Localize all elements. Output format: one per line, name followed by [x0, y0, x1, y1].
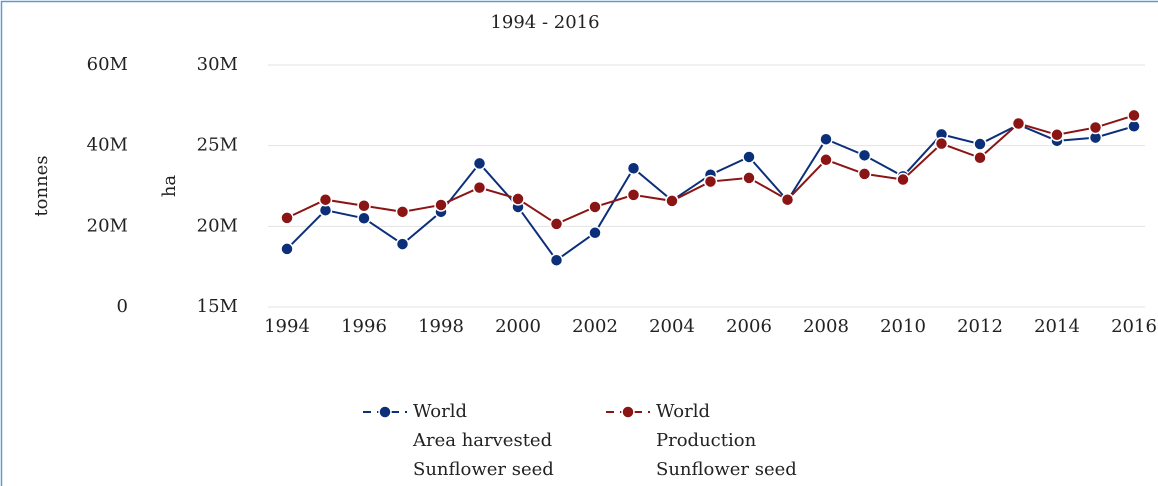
legend-marker — [378, 405, 392, 419]
data-point — [472, 180, 487, 195]
data-point — [549, 217, 564, 231]
data-point — [549, 253, 564, 267]
data-point — [1050, 128, 1064, 142]
y-axis-label: tonnes — [31, 155, 52, 216]
x-tick-label: 2010 — [880, 316, 926, 337]
x-tick-label: 2008 — [803, 316, 849, 337]
data-point — [703, 174, 718, 189]
legend-label: Sunflower seed — [413, 459, 554, 480]
data-point — [857, 148, 872, 163]
data-point — [742, 171, 756, 185]
data-point — [318, 192, 333, 207]
y2-tick-label: 30M — [197, 54, 238, 75]
legend-label: World — [656, 401, 710, 422]
data-point — [780, 192, 795, 207]
x-tick-label: 2016 — [1111, 316, 1157, 337]
data-point — [819, 153, 833, 167]
data-point — [588, 200, 602, 214]
legend-label: World — [413, 401, 467, 422]
data-point — [973, 137, 987, 151]
x-tick-label: 2002 — [572, 316, 618, 337]
data-point — [280, 211, 294, 225]
x-tick-label: 1996 — [341, 316, 387, 337]
data-point — [665, 194, 679, 208]
data-point — [434, 198, 448, 212]
data-point — [395, 205, 410, 219]
data-point — [1127, 108, 1141, 123]
data-point — [934, 136, 949, 151]
x-tick-label: 2000 — [495, 316, 541, 337]
data-point — [357, 199, 371, 213]
data-point — [1011, 116, 1026, 131]
y2-axis-label: ha — [159, 175, 180, 198]
data-point — [588, 226, 602, 240]
y-tick-label: 40M — [87, 135, 128, 156]
data-point — [1088, 120, 1103, 135]
y2-tick-label: 15M — [197, 296, 238, 317]
data-point — [626, 161, 641, 176]
legend-label: Sunflower seed — [656, 459, 797, 480]
x-tick-label: 2014 — [1034, 316, 1080, 337]
chart-title: 1994 - 2016 — [490, 12, 599, 33]
x-tick-label: 1994 — [264, 316, 310, 337]
series-line — [286, 123, 1135, 262]
data-point — [280, 242, 294, 256]
legend-marker — [621, 405, 635, 419]
data-point — [357, 211, 371, 226]
y-tick-label: 20M — [87, 215, 128, 236]
data-point — [472, 156, 487, 171]
y2-tick-label: 20M — [197, 215, 238, 236]
x-tick-label: 2006 — [726, 316, 772, 337]
x-tick-label: 2012 — [957, 316, 1003, 337]
data-point — [626, 188, 641, 202]
legend-label: Area harvested — [412, 430, 552, 451]
y-tick-label: 0 — [117, 296, 128, 317]
data-point — [973, 151, 987, 165]
data-point — [395, 237, 410, 251]
x-tick-label: 1998 — [418, 316, 464, 337]
data-point — [742, 150, 756, 164]
data-point — [857, 167, 872, 181]
data-point — [511, 192, 525, 206]
data-point — [819, 132, 833, 146]
x-tick-label: 2004 — [649, 316, 695, 337]
y2-tick-label: 25M — [197, 135, 238, 156]
legend-label: Production — [656, 430, 757, 451]
y-tick-label: 60M — [87, 54, 128, 75]
data-point — [896, 172, 910, 187]
